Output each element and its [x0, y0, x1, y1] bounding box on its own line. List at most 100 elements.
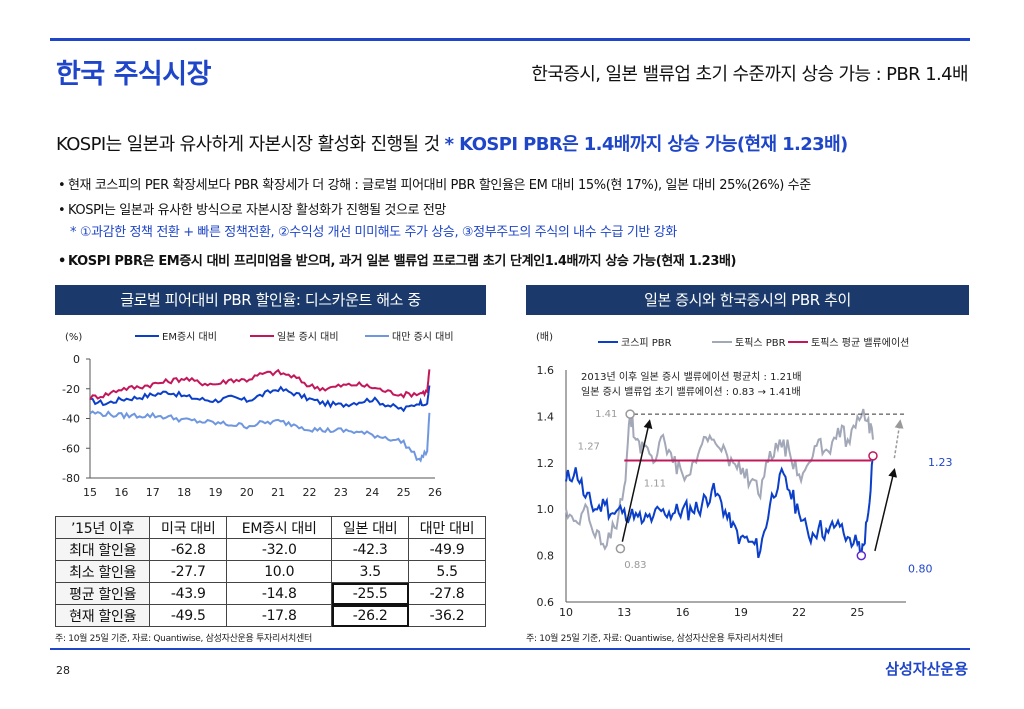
data-label: 1.11	[644, 479, 666, 490]
discount-table: ’15년 이후 미국 대비 EM증시 대비 일본 대비 대만 대비 최대 할인율…	[54, 516, 486, 627]
y-tick-label: -20	[62, 383, 80, 396]
left-source-note: 주: 10월 25일 기준, 자료: Quantiwise, 삼성자산운용 투자…	[55, 634, 312, 644]
y-tick-label: -80	[62, 472, 80, 485]
left-panel-title: 글로벌 피어대비 PBR 할인율: 디스카운트 해소 중	[55, 285, 486, 315]
table-cell: 평균 할인율	[54, 582, 151, 605]
marker-1-41	[625, 409, 635, 419]
table-cell: -14.8	[226, 582, 333, 605]
page-number: 28	[56, 664, 70, 677]
x-tick-label: 16	[114, 486, 128, 499]
x-tick-label: 16	[676, 606, 690, 619]
legend-label: 토픽스 PBR	[735, 337, 786, 349]
data-label: 1.23	[928, 456, 953, 469]
table-cell: -27.8	[408, 582, 486, 605]
y-tick-label: 0.8	[537, 550, 555, 563]
y-tick-label: 0	[73, 353, 80, 366]
bottom-divider	[50, 648, 970, 650]
table-row: 최소 할인율 -27.7 10.0 3.5 5.5	[54, 560, 486, 583]
table-cell: -17.8	[226, 604, 333, 627]
table-cell-highlight: -26.2	[331, 604, 410, 627]
right-source-note: 주: 10월 25일 기준, 자료: Quantiwise, 삼성자산운용 투자…	[526, 634, 783, 644]
right-panel-title: 일본 증시와 한국증시의 PBR 추이	[526, 285, 969, 315]
arrow-projection	[893, 419, 904, 459]
table-header-cell: ’15년 이후	[54, 516, 151, 539]
table-row: 평균 할인율 -43.9 -14.8 -25.5 -27.8	[54, 582, 486, 605]
discount-chart: (%) EM증시 대비 일본 증시 대비 대만 증시 대비0-20-40-60-801…	[62, 331, 454, 499]
x-tick-label: 25	[397, 486, 411, 499]
table-header-cell: 일본 대비	[331, 516, 410, 539]
series-line	[89, 410, 431, 463]
annotation-text: 일본 증시 밸류업 초기 밸류에이션 : 0.83 → 1.41배	[581, 385, 801, 398]
top-divider	[50, 38, 970, 41]
x-tick-label: 25	[850, 606, 864, 619]
x-tick-label: 10	[559, 606, 573, 619]
table-cell: -43.9	[149, 582, 228, 605]
table-header-cell: 대만 대비	[408, 516, 486, 539]
headline-highlight: * KOSPI PBR은 1.4배까지 상승 가능(현재 1.23배)	[444, 134, 849, 155]
legend-label: 코스피 PBR	[621, 337, 672, 349]
y-axis-label: (%)	[65, 332, 82, 343]
table-cell: 최소 할인율	[54, 560, 151, 583]
data-label: 0.80	[908, 563, 933, 576]
series-line	[565, 455, 874, 560]
y-tick-label: -60	[62, 442, 80, 455]
table-row: 최대 할인율 -62.8 -32.0 -42.3 -49.9	[54, 538, 486, 561]
x-tick-label: 24	[365, 486, 379, 499]
table-cell: -62.8	[149, 538, 228, 561]
table-cell: -32.0	[226, 538, 333, 561]
x-tick-label: 21	[271, 486, 285, 499]
series-line	[89, 385, 431, 413]
marker-0-83	[615, 543, 626, 554]
table-cell: 현재 할인율	[54, 604, 151, 627]
x-tick-label: 18	[177, 486, 191, 499]
table-cell: 3.5	[331, 560, 410, 583]
y-tick-label: 1.2	[537, 457, 555, 470]
data-label: 1.27	[578, 442, 600, 453]
marker-1-23	[868, 451, 878, 461]
bullet-2-sub: * ①과감한 정책 전환 + 빠른 정책전환, ②수익성 개선 미미해도 주가 …	[70, 225, 677, 240]
y-tick-label: 0.6	[537, 596, 555, 609]
headline: KOSPI는 일본과 유사하게 자본시장 활성화 진행될 것 * KOSPI P…	[56, 130, 848, 156]
data-label: 1.41	[595, 409, 617, 420]
legend-label: 대만 증시 대비	[392, 331, 454, 343]
brand-logo: 삼성자산운용	[885, 660, 968, 678]
x-tick-label: 19	[208, 486, 222, 499]
x-tick-label: 22	[792, 606, 806, 619]
bullet-2: • KOSPI는 일본과 유사한 방식으로 자본시장 활성화가 진행될 것으로 전…	[58, 203, 446, 218]
y-tick-label: -40	[62, 413, 80, 426]
pbr-chart: (배) 코스피 PBR 토픽스 PBR 토픽스 평균 밸류에이션 1.6 1.4 1.2 1.…	[536, 331, 953, 619]
table-cell-highlight: -25.5	[331, 582, 410, 605]
x-tick-label: 17	[146, 486, 160, 499]
arrow-current	[874, 468, 898, 552]
data-label: 0.83	[624, 560, 646, 571]
bullet-1: • 현재 코스피의 PER 확장세보다 PBR 확장세가 더 강해 : 글로벌 피…	[58, 178, 811, 193]
table-cell: -27.7	[149, 560, 228, 583]
y-tick-label: 1.4	[537, 410, 555, 423]
table-cell: 5.5	[408, 560, 486, 583]
arrow-historical	[621, 419, 653, 542]
table-cell: -36.2	[408, 604, 486, 627]
y-axis-label: (배)	[536, 331, 553, 343]
table-cell: -42.3	[331, 538, 410, 561]
x-tick-label: 23	[334, 486, 348, 499]
marker-0-80	[856, 550, 867, 561]
table-cell: 10.0	[226, 560, 333, 583]
legend-label: EM증시 대비	[162, 331, 217, 343]
x-tick-label: 22	[303, 486, 317, 499]
x-tick-label: 13	[617, 606, 631, 619]
series-line	[565, 408, 874, 551]
x-tick-label: 26	[428, 486, 442, 499]
table-header-row: ’15년 이후 미국 대비 EM증시 대비 일본 대비 대만 대비	[54, 516, 486, 539]
y-tick-label: 1.6	[537, 364, 555, 377]
x-tick-label: 15	[83, 486, 97, 499]
series-line	[89, 368, 431, 401]
table-header-cell: EM증시 대비	[226, 516, 333, 539]
x-tick-label: 20	[240, 486, 254, 499]
table-header-cell: 미국 대비	[149, 516, 228, 539]
table-cell: -49.9	[408, 538, 486, 561]
table-cell: 최대 할인율	[54, 538, 151, 561]
y-tick-label: 1.0	[537, 503, 555, 516]
table-row: 현재 할인율 -49.5 -17.8 -26.2 -36.2	[54, 604, 486, 627]
page-title: 한국 주식시장	[56, 59, 211, 90]
bullet-3: • KOSPI PBR은 EM증시 대비 프리미엄을 받으며, 과거 일본 밸류업…	[58, 254, 737, 269]
